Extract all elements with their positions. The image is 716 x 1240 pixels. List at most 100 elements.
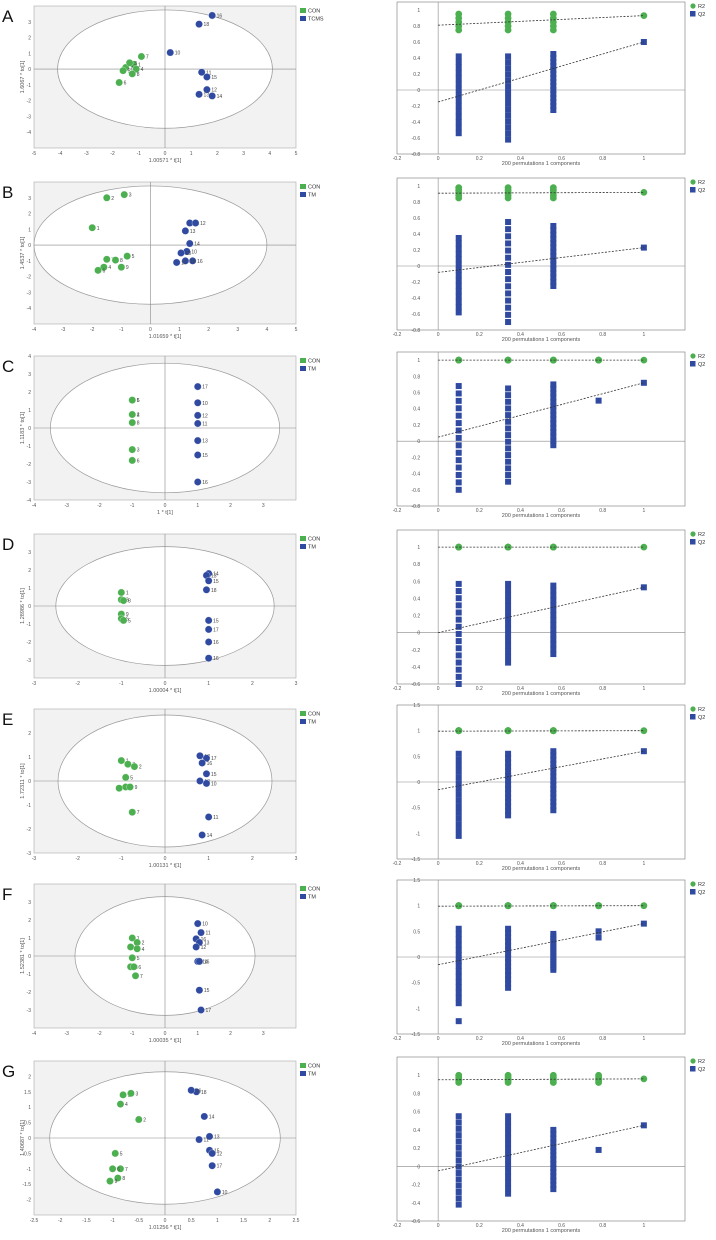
x-tick-label: -3 xyxy=(32,856,37,862)
q2-original-point xyxy=(640,920,647,927)
x-tick-label: 1 xyxy=(642,156,645,162)
q2-point xyxy=(455,64,462,71)
q2-point xyxy=(550,773,557,780)
score-point-con xyxy=(103,194,111,202)
point-label: 15 xyxy=(213,579,219,585)
q2-point xyxy=(550,781,557,788)
x-tick-label: 3 xyxy=(295,681,298,687)
q2-point xyxy=(550,626,557,633)
q2-point xyxy=(455,659,462,666)
point-label: 14 xyxy=(202,959,208,965)
q2-point xyxy=(455,442,462,449)
q2-point xyxy=(550,394,557,401)
x-tick-label: -4 xyxy=(32,327,37,333)
q2-point xyxy=(505,405,512,412)
y-tick-label: -0.4 xyxy=(412,665,421,671)
y-tick-label: 1 xyxy=(417,184,420,190)
y-tick-label: -0.2 xyxy=(412,455,421,461)
x-tick-label: 2.5 xyxy=(293,1218,300,1224)
point-label: 7 xyxy=(140,974,143,980)
q2-point xyxy=(550,1173,557,1180)
q2-point xyxy=(505,976,512,983)
y-tick-label: 0.6 xyxy=(413,216,420,222)
y-tick-label: -0.6 xyxy=(412,682,421,688)
y-tick-label: 1 xyxy=(28,1105,31,1111)
q2-point xyxy=(550,95,557,101)
point-label: 7 xyxy=(137,810,140,816)
r2-point xyxy=(595,356,602,364)
point-label: 9 xyxy=(126,612,129,618)
y-tick-label: 1 xyxy=(417,358,420,364)
q2-point xyxy=(550,235,557,242)
q2-point xyxy=(550,592,557,599)
q2-point xyxy=(505,100,512,107)
point-label: 15 xyxy=(202,453,208,459)
legend-label-q2: Q2 xyxy=(698,890,705,896)
y-tick-label: 3 xyxy=(28,900,31,906)
legend-label-r2: R2 xyxy=(698,707,705,713)
panel-letter-d: D xyxy=(2,535,14,554)
legend-label-con: CON xyxy=(308,537,320,543)
x-tick-label: 3 xyxy=(262,503,265,509)
y-axis-label: 1.1183 * to[1] xyxy=(20,411,26,444)
q2-point xyxy=(455,638,462,645)
y-tick-label: -0.2 xyxy=(412,280,421,286)
point-label: 1 xyxy=(97,226,100,232)
point-label: 12 xyxy=(217,1151,223,1157)
y-axis-label: 1.28986 * to[1] xyxy=(20,588,26,624)
q2-point xyxy=(505,1151,512,1158)
q2-point xyxy=(505,1124,512,1131)
q2-point xyxy=(505,65,512,72)
x-axis-label: 1.00571 * t[1] xyxy=(149,158,182,164)
q2-point xyxy=(455,1176,462,1183)
q2-point xyxy=(550,631,557,638)
q2-point xyxy=(455,113,462,120)
x-tick-label: 0.4 xyxy=(517,861,524,867)
q2-point xyxy=(455,681,462,687)
q2-point xyxy=(550,424,557,431)
x-tick-label: 0 xyxy=(149,327,152,333)
x-axis-label: 1.00131 * t[1] xyxy=(149,863,182,869)
y-tick-label: -3 xyxy=(27,658,32,664)
q2-point xyxy=(455,1132,462,1139)
y-tick-label: 0.2 xyxy=(413,1146,420,1152)
score-point-con xyxy=(130,762,139,771)
y-tick-label: 0.2 xyxy=(413,614,420,620)
q2-point xyxy=(505,625,512,632)
q2-point xyxy=(550,582,557,589)
legend-swatch-tm xyxy=(300,719,306,724)
q2-point xyxy=(455,58,462,65)
y-tick-label: 1 xyxy=(417,8,420,14)
q2-point xyxy=(550,752,557,759)
y-tick-label: -1 xyxy=(27,972,32,978)
q2-point xyxy=(595,1146,602,1153)
q2-point xyxy=(550,641,557,648)
r2-point xyxy=(504,902,512,910)
y-tick-label: 2 xyxy=(28,212,31,218)
q2-point xyxy=(505,1168,512,1175)
r2-point xyxy=(549,902,557,910)
q2-point xyxy=(550,416,557,423)
q2-point xyxy=(455,427,462,434)
legend-label-r2: R2 xyxy=(698,1059,705,1065)
x-axis-label: 1.01659 * t[1] xyxy=(149,334,182,340)
y-tick-label: 2 xyxy=(28,36,31,42)
score-point-con xyxy=(128,456,136,465)
y-tick-label: 1 xyxy=(417,904,420,910)
q2-point xyxy=(505,963,512,970)
point-label: 11 xyxy=(206,70,211,76)
q2-point xyxy=(505,1179,512,1186)
q2-point xyxy=(455,962,462,969)
x-tick-label: 0.6 xyxy=(558,508,565,514)
q2-point xyxy=(505,247,512,254)
q2-point xyxy=(455,420,462,427)
x-tick-label: 0.6 xyxy=(558,1223,565,1229)
score-point-tm xyxy=(198,831,206,839)
score-point-con xyxy=(106,1177,114,1185)
r2-regression-line xyxy=(438,905,644,907)
permutation-plot: -0.2 0 0.2 0.4 0.6 0.8 1 -0.8 -0.6 -0.4 -0.2 0 0.2 0.… xyxy=(393,177,705,343)
x-tick-label: -2 xyxy=(75,856,80,862)
q2-point xyxy=(505,297,512,304)
q2-point xyxy=(505,290,512,297)
